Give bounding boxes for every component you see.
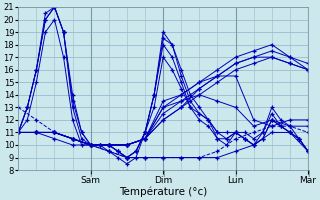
Text: |: | [162, 170, 164, 177]
Text: |: | [234, 170, 237, 177]
X-axis label: Température (°c): Température (°c) [119, 186, 207, 197]
Text: |: | [307, 170, 309, 177]
Text: |: | [90, 170, 92, 177]
